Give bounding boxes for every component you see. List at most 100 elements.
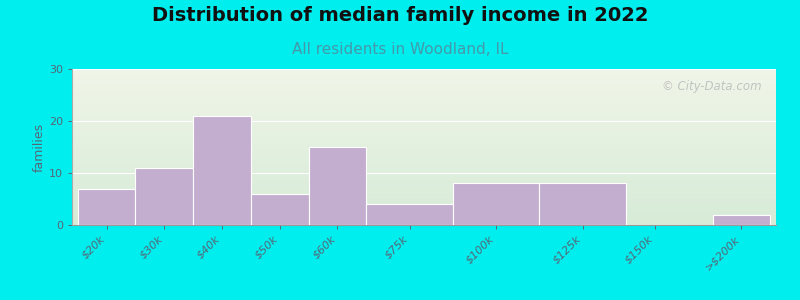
Bar xyxy=(72,145,776,146)
Bar xyxy=(72,143,776,144)
Bar xyxy=(72,128,776,129)
Bar xyxy=(72,107,776,109)
Bar xyxy=(72,139,776,140)
Bar xyxy=(72,221,776,222)
Bar xyxy=(72,168,776,169)
Bar xyxy=(72,217,776,218)
Bar xyxy=(72,116,776,117)
Bar xyxy=(72,115,776,116)
Bar xyxy=(72,134,776,136)
Bar xyxy=(72,136,776,138)
Bar xyxy=(72,122,776,123)
Bar xyxy=(72,150,776,151)
Bar xyxy=(72,85,776,87)
Bar xyxy=(72,149,776,150)
Bar xyxy=(72,167,776,168)
Bar xyxy=(72,96,776,97)
Bar xyxy=(72,71,776,72)
Bar xyxy=(72,69,776,70)
Bar xyxy=(72,90,776,91)
Bar xyxy=(72,188,776,189)
Bar xyxy=(72,155,776,156)
Bar xyxy=(72,88,776,89)
Bar xyxy=(72,222,776,223)
Bar xyxy=(72,219,776,220)
Bar xyxy=(72,170,776,171)
Bar xyxy=(72,120,776,121)
Bar xyxy=(72,76,776,77)
Bar xyxy=(193,116,251,225)
Bar xyxy=(72,194,776,195)
Bar xyxy=(72,191,776,192)
Bar xyxy=(72,151,776,152)
Bar xyxy=(72,101,776,102)
Bar xyxy=(72,126,776,127)
Bar xyxy=(72,124,776,125)
Bar xyxy=(72,224,776,225)
Bar xyxy=(72,223,776,224)
Bar xyxy=(72,193,776,194)
Bar xyxy=(72,182,776,183)
Bar xyxy=(72,209,776,210)
Bar xyxy=(72,176,776,177)
Bar xyxy=(72,73,776,74)
Bar xyxy=(72,119,776,120)
Text: © City-Data.com: © City-Data.com xyxy=(662,80,762,93)
Bar xyxy=(72,184,776,185)
Bar xyxy=(72,202,776,203)
Bar xyxy=(72,187,776,188)
Bar xyxy=(72,175,776,176)
Bar xyxy=(72,138,776,139)
Bar xyxy=(72,198,776,199)
Bar xyxy=(72,99,776,100)
Bar xyxy=(72,197,776,198)
Bar xyxy=(72,94,776,95)
Bar xyxy=(72,75,776,76)
Bar xyxy=(72,160,776,161)
Bar xyxy=(309,147,366,225)
Bar xyxy=(72,196,776,197)
Bar xyxy=(72,201,776,202)
Bar xyxy=(72,183,776,184)
Bar xyxy=(72,142,776,143)
Bar xyxy=(72,179,776,180)
Bar xyxy=(72,113,776,114)
Bar xyxy=(72,178,776,179)
Bar xyxy=(72,84,776,85)
Bar xyxy=(72,82,776,83)
Bar xyxy=(72,218,776,219)
Bar xyxy=(72,127,776,128)
Bar xyxy=(72,200,776,201)
Bar xyxy=(72,181,776,182)
Bar xyxy=(72,171,776,172)
Bar xyxy=(72,185,776,187)
Bar xyxy=(72,152,776,153)
Bar xyxy=(72,129,776,130)
Bar xyxy=(72,92,776,93)
Bar xyxy=(72,192,776,193)
Bar xyxy=(72,154,776,155)
Bar xyxy=(72,214,776,216)
Bar xyxy=(72,180,776,181)
Bar xyxy=(72,85,776,86)
Bar xyxy=(72,190,776,191)
Bar xyxy=(72,117,776,118)
Bar xyxy=(72,205,776,206)
Bar xyxy=(72,148,776,149)
Bar xyxy=(72,212,776,214)
Bar xyxy=(72,93,776,94)
Bar xyxy=(72,153,776,154)
Bar xyxy=(72,111,776,112)
Bar xyxy=(72,98,776,99)
Bar xyxy=(72,199,776,200)
Bar xyxy=(72,146,776,147)
Bar xyxy=(72,203,776,204)
Bar xyxy=(135,168,193,225)
Bar xyxy=(72,89,776,90)
Bar xyxy=(72,123,776,124)
Bar xyxy=(72,189,776,190)
Text: Distribution of median family income in 2022: Distribution of median family income in … xyxy=(152,6,648,25)
Bar xyxy=(72,105,776,106)
Bar xyxy=(251,194,309,225)
Bar xyxy=(72,173,776,174)
